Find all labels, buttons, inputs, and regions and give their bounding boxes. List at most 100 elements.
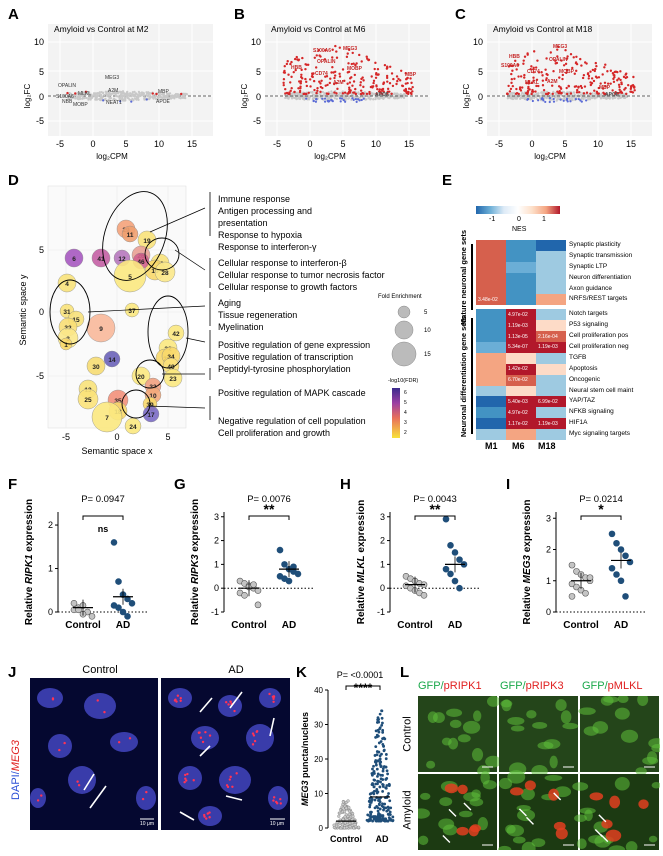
ad-point xyxy=(381,785,385,788)
gene-dot xyxy=(571,96,574,99)
gene-dot-up xyxy=(616,92,620,95)
gene-dot-up xyxy=(589,81,592,84)
gene-dot-up xyxy=(348,86,351,89)
gene-dot xyxy=(95,98,98,101)
gene-dot xyxy=(550,98,553,101)
ad-point xyxy=(377,750,381,754)
ad-point xyxy=(386,808,390,812)
gene-dot xyxy=(136,96,139,99)
ad-point xyxy=(382,806,386,810)
go-term-id: 12 xyxy=(118,256,126,263)
gene-dot-up xyxy=(348,88,351,91)
heatmap-cell xyxy=(536,374,566,386)
gene-dot-up xyxy=(544,92,548,96)
gene-dot-up xyxy=(573,72,576,75)
gene-dot-up xyxy=(624,76,627,80)
gene-dot-up xyxy=(517,63,520,67)
label-control-j: Control xyxy=(82,664,118,676)
y-axis-label: Relative MLKL expression xyxy=(356,500,367,625)
ad-point xyxy=(373,817,377,821)
heatmap-cell: 3.48e-02 xyxy=(476,294,506,306)
gene-dot xyxy=(83,93,86,96)
gene-dot-down xyxy=(552,100,556,103)
gene-dot-down xyxy=(580,100,583,103)
gene-dot xyxy=(520,92,524,95)
gene-dot-up xyxy=(335,56,339,59)
gene-dot xyxy=(554,94,558,97)
ad-point xyxy=(381,782,384,786)
gfp-cell xyxy=(592,721,609,734)
gene-dot-up xyxy=(308,78,312,81)
gene-dot xyxy=(132,94,135,97)
meg3-punctum xyxy=(208,734,212,737)
gene-dot-up xyxy=(586,72,590,76)
gene-dot xyxy=(510,92,513,95)
svg-text:5: 5 xyxy=(404,400,407,406)
gene-dot-up xyxy=(507,65,511,68)
gene-dot-up xyxy=(406,81,409,85)
gene-dot-up xyxy=(299,80,303,83)
gfp-cell xyxy=(651,782,660,789)
gene-dot-up xyxy=(532,76,535,79)
svg-text:NEAT1: NEAT1 xyxy=(106,100,122,106)
gene-dot-up xyxy=(312,79,316,83)
label-dapi-meg3: DAPI/MEG3 xyxy=(10,740,23,800)
gene-dot-up xyxy=(513,77,516,80)
gene-dot xyxy=(403,93,406,96)
gene-dot-up xyxy=(549,51,552,54)
arrow-icon xyxy=(83,773,95,791)
svg-text:OPALIN: OPALIN xyxy=(549,57,568,63)
gene-dot-up xyxy=(511,64,514,68)
ad-point xyxy=(373,754,377,757)
gene-dot-up xyxy=(377,73,380,76)
svg-text:5: 5 xyxy=(123,139,128,149)
ad-point xyxy=(391,819,395,822)
meg3-punctum xyxy=(226,785,230,789)
control-point xyxy=(582,589,589,597)
heatmap-cell xyxy=(476,320,506,332)
gene-dot-up xyxy=(386,65,389,68)
gfp-cell xyxy=(526,710,537,719)
group-differentiation: Neuronal differentiation gene sets xyxy=(459,315,469,437)
gene-dot xyxy=(337,94,340,98)
gene-dot xyxy=(361,95,364,99)
svg-text:5: 5 xyxy=(39,245,44,255)
ad-point xyxy=(377,799,380,802)
heatmap-cell xyxy=(506,385,536,397)
gene-dot-up xyxy=(532,79,535,82)
gene-dot xyxy=(388,97,391,100)
gfp-cell xyxy=(625,841,638,850)
gene-dot xyxy=(330,92,333,96)
gene-dot-up xyxy=(632,75,635,79)
gene-dot-up xyxy=(532,66,535,70)
svg-text:-5: -5 xyxy=(495,139,503,149)
gene-dot-up xyxy=(347,48,351,52)
meg3-punctum xyxy=(175,700,178,703)
gene-dot-up xyxy=(370,75,373,78)
heatmap-cell: 5.40e-03 xyxy=(506,396,536,408)
ad-point xyxy=(378,712,382,716)
gene-dot xyxy=(534,95,538,99)
svg-text:MLKL: MLKL xyxy=(78,91,91,97)
gene-dot-up xyxy=(351,51,354,55)
control-point xyxy=(341,800,345,804)
volcano-a: Amyloid vs Control at M2 MEG3 OPALIN S10… xyxy=(48,24,213,136)
gene-dot-up xyxy=(375,84,378,87)
gene-dot-up xyxy=(155,92,158,96)
heatmap-cell: 1.42e-02 xyxy=(506,363,536,375)
gene-dot-up xyxy=(319,82,322,85)
meg3-punctum xyxy=(279,802,282,805)
gene-dot-up xyxy=(325,92,329,95)
gene-dot xyxy=(288,95,291,98)
meg3-punctum xyxy=(251,732,255,735)
gfp-cell xyxy=(510,725,525,732)
heatmap-cell xyxy=(536,283,566,295)
ad-point xyxy=(376,809,380,813)
gene-dot-up xyxy=(522,59,525,62)
gene-dot xyxy=(542,93,545,96)
heatmap-row-label: Apoptosis xyxy=(569,364,598,372)
gene-dot xyxy=(312,96,316,99)
gene-dot-up xyxy=(411,90,414,93)
gene-dot xyxy=(128,94,131,97)
ad-point xyxy=(391,815,395,819)
